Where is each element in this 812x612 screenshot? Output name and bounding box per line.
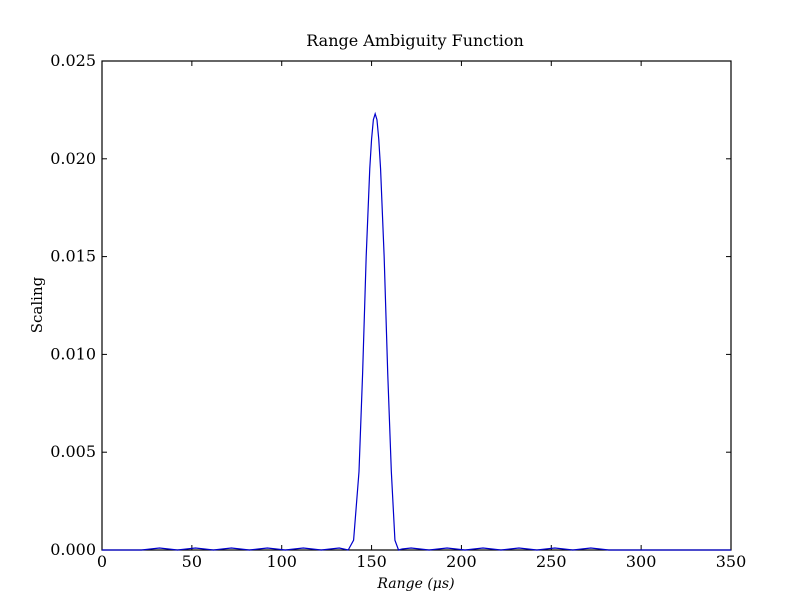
y-axis-label: Scaling — [28, 276, 46, 333]
x-tick-label: 50 — [182, 552, 202, 571]
y-tick-label: 0.000 — [50, 540, 96, 559]
y-tick-label: 0.015 — [50, 247, 96, 266]
x-axis-label: Range (μs) — [376, 576, 454, 592]
y-tick-label: 0.005 — [50, 442, 96, 461]
x-tick-label: 350 — [716, 552, 747, 571]
chart-title: Range Ambiguity Function — [306, 31, 524, 50]
x-tick-label: 0 — [97, 552, 107, 571]
x-tick-label: 300 — [626, 552, 657, 571]
x-tick-label: 250 — [536, 552, 567, 571]
series-line — [102, 111, 731, 551]
x-axis: 0 50 100 150 200 250 300 350 — [97, 61, 746, 571]
x-tick-label: 200 — [446, 552, 477, 571]
y-tick-label: 0.025 — [50, 51, 96, 70]
y-tick-label: 0.020 — [50, 149, 96, 168]
plot-area-frame — [101, 60, 732, 551]
y-axis: 0.000 0.005 0.010 0.015 0.020 0.025 — [50, 51, 731, 559]
x-tick-label: 100 — [266, 552, 297, 571]
x-tick-label: 150 — [356, 552, 387, 571]
y-tick-label: 0.010 — [50, 344, 96, 363]
